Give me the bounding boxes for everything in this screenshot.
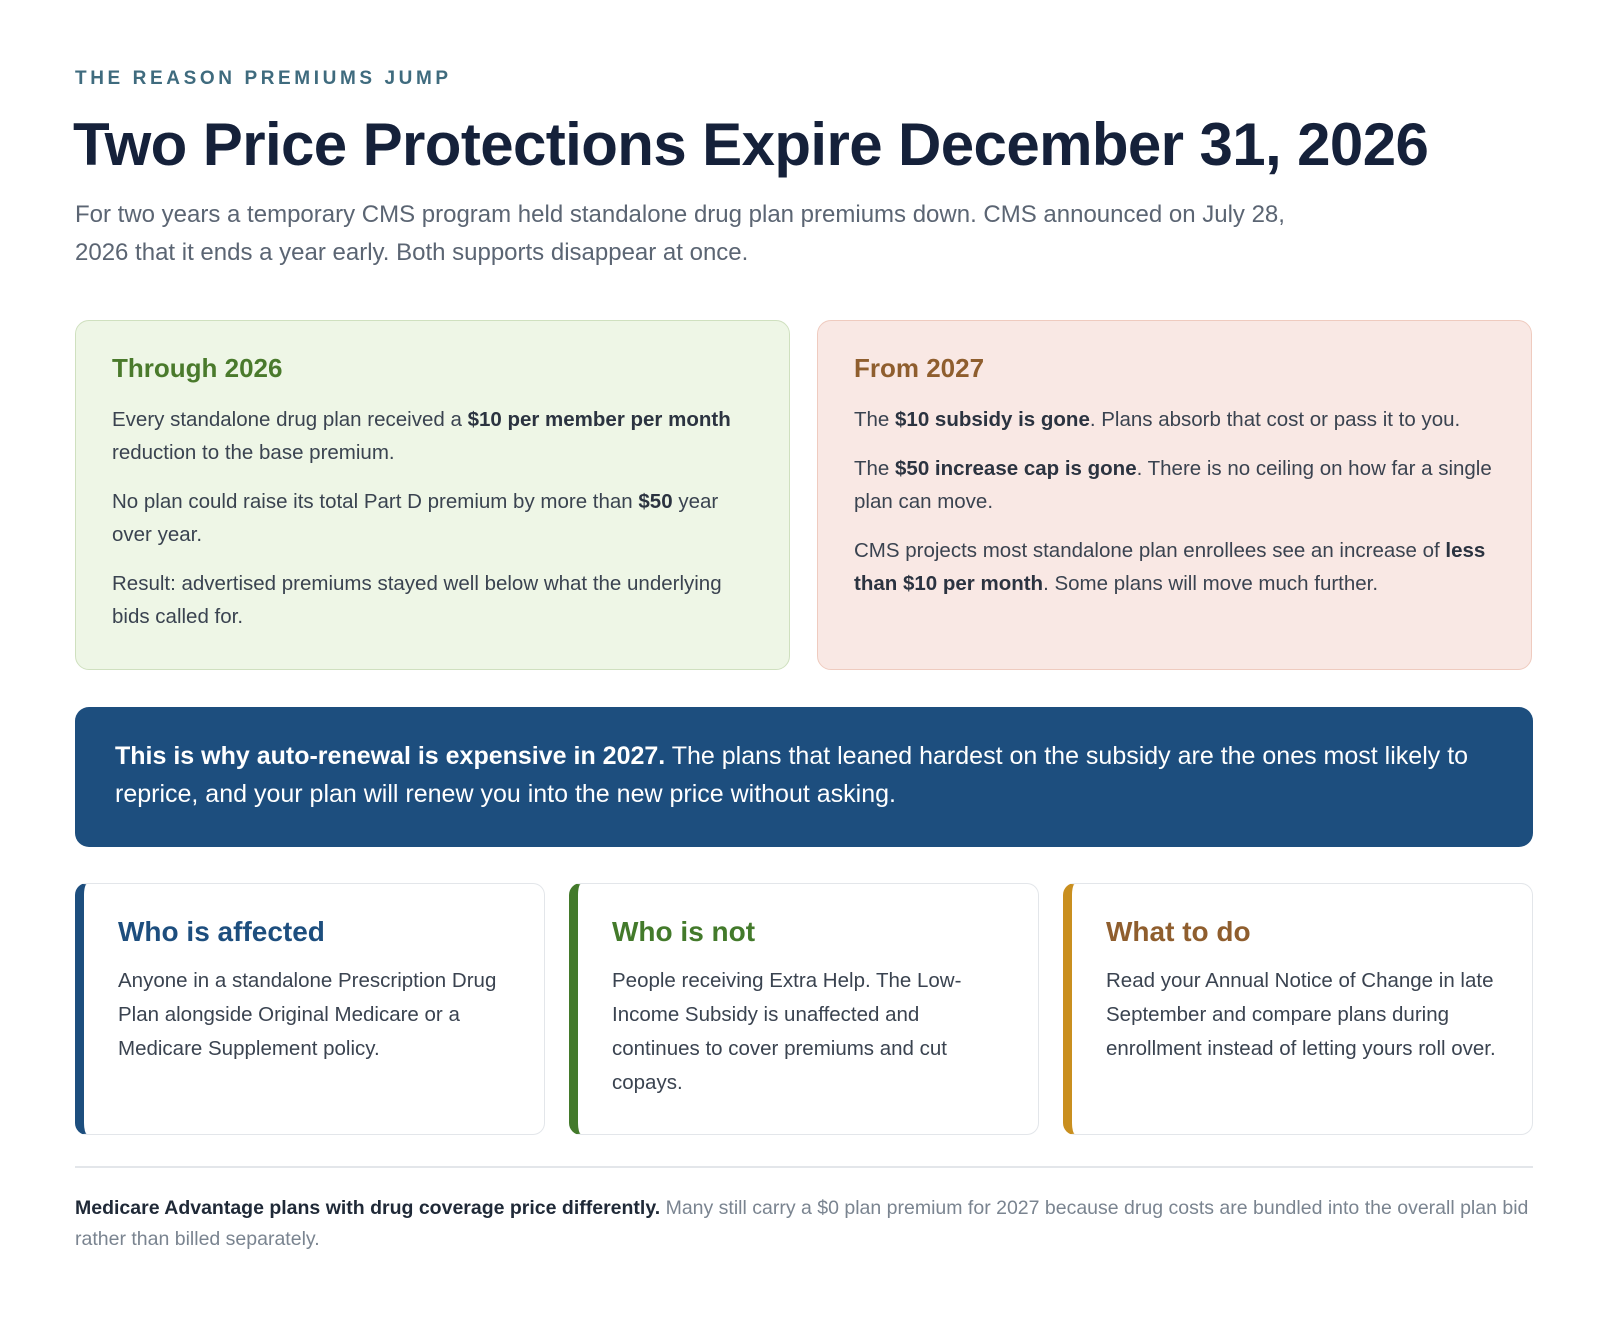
card-heading: Who is affected [118,916,325,947]
from-2027-paragraph-1: The $10 subsidy is gone. Plans absorb th… [854,408,1461,431]
from-2027-heading: From 2027 [854,353,985,383]
through-2026-paragraph-3: Result: advertised premiums stayed well … [112,572,722,628]
divider [75,1166,1533,1168]
who-is-not-card: Who is not People receiving Extra Help. … [569,883,1039,1135]
footnote: Medicare Advantage plans with drug cover… [75,1193,1545,1255]
banner-bold-text: This is why auto-renewal is expensive in… [115,742,666,770]
banner-text: The plans that leaned hardest on the sub… [115,742,1469,808]
footnote-bold-text: Medicare Advantage plans with drug cover… [75,1197,661,1219]
page-title: Two Price Protections Expire December 31… [73,111,1429,178]
what-to-do-card: What to do Read your Annual Notice of Ch… [1063,883,1533,1135]
through-2026-heading: Through 2026 [112,353,283,383]
who-is-affected-card: Who is affected Anyone in a standalone P… [75,883,545,1135]
card-heading: Who is not [612,916,756,947]
card-text: Anyone in a standalone Prescription Drug… [118,969,497,1060]
footnote-text: Many still carry a $0 plan premium for 2… [75,1197,1529,1250]
auto-renewal-banner: This is why auto-renewal is expensive in… [75,707,1533,847]
from-2027-paragraph-3: CMS projects most standalone plan enroll… [854,539,1486,595]
from-2027-panel: From 2027 The $10 subsidy is gone. Plans… [817,320,1532,670]
through-2026-panel: Through 2026 Every standalone drug plan … [75,320,790,670]
through-2026-paragraph-1: Every standalone drug plan received a $1… [112,408,731,464]
through-2026-paragraph-2: No plan could raise its total Part D pre… [112,490,719,546]
card-text: Read your Annual Notice of Change in lat… [1106,969,1496,1060]
card-heading: What to do [1106,916,1251,947]
from-2027-paragraph-2: The $50 increase cap is gone. There is n… [854,457,1492,513]
page-subtitle: For two years a temporary CMS program he… [75,201,1285,266]
eyebrow-label: THE REASON PREMIUMS JUMP [75,68,452,89]
card-text: People receiving Extra Help. The Low-Inc… [612,969,962,1094]
